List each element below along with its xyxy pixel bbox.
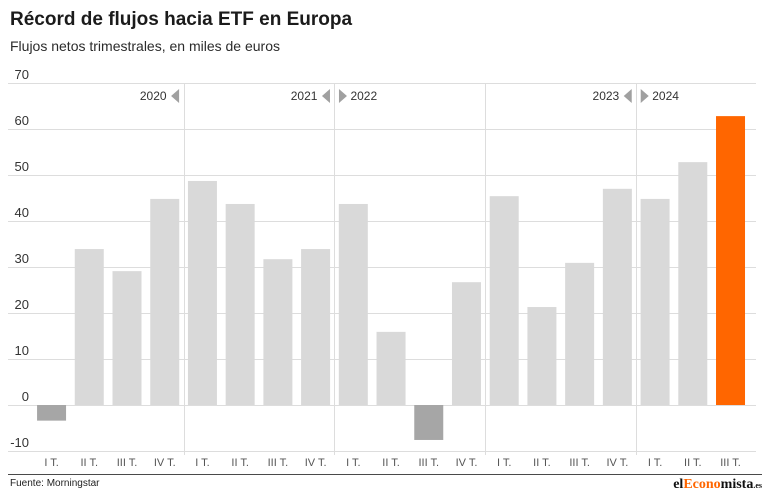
x-tick-label: I T. <box>195 457 209 469</box>
triangle-left-icon <box>171 89 180 103</box>
x-tick-label: III T. <box>268 457 289 469</box>
logo-econo: Econo <box>683 477 721 492</box>
bar <box>187 180 217 405</box>
x-tick-label: IV T. <box>606 457 628 469</box>
x-tick-label: II T. <box>81 457 99 469</box>
chart-title: Récord de flujos hacia ETF en Europa <box>10 9 353 30</box>
x-tick-label: III T. <box>117 457 138 469</box>
logo-domain: .es <box>753 481 762 490</box>
source-note: Fuente: Morningstar <box>10 478 100 489</box>
bar <box>602 188 632 405</box>
y-tick-label: 10 <box>15 343 29 358</box>
x-tick-label: III T. <box>569 457 590 469</box>
y-tick-label: 60 <box>15 113 29 128</box>
bar <box>640 198 670 405</box>
y-tick-label: 50 <box>15 159 29 174</box>
footer-divider <box>8 474 762 475</box>
bar <box>489 196 519 405</box>
x-tick-label: I T. <box>44 457 58 469</box>
logo-el: el <box>673 477 684 492</box>
x-tick-label: II T. <box>533 457 551 469</box>
bar <box>301 249 331 405</box>
y-tick-label: -10 <box>10 435 29 450</box>
y-tick-label: 20 <box>15 297 29 312</box>
year-label: 2023 <box>593 89 620 103</box>
year-label: 2024 <box>652 89 679 103</box>
bar <box>37 405 67 421</box>
x-tick-label: II T. <box>382 457 400 469</box>
y-tick-label: 0 <box>22 389 29 404</box>
x-tick-label: IV T. <box>305 457 327 469</box>
year-separators <box>184 83 637 455</box>
bars <box>37 116 746 440</box>
year-label: 2022 <box>350 89 377 103</box>
triangle-left-icon <box>623 89 632 103</box>
eleconomista-logo: elEconomista.es <box>673 477 762 494</box>
bar <box>112 271 142 405</box>
x-tick-label: IV T. <box>456 457 478 469</box>
x-tick-label: III T. <box>720 457 741 469</box>
bar <box>527 307 557 405</box>
x-axis: I T. II T. III T. IV T. I T. II T. III T. IV T.… <box>44 457 740 469</box>
chart-subtitle: Flujos netos trimestrales, en miles de e… <box>10 38 280 54</box>
bar <box>263 259 293 405</box>
triangle-right-icon <box>640 89 649 103</box>
x-tick-label: I T. <box>497 457 511 469</box>
x-tick-label: IV T. <box>154 457 176 469</box>
y-tick-label: 70 <box>15 67 29 82</box>
bar-highlighted <box>716 116 746 406</box>
bar <box>451 282 481 405</box>
y-tick-label: 40 <box>15 205 29 220</box>
x-tick-label: II T. <box>231 457 249 469</box>
bar <box>74 249 104 405</box>
year-markers: 2020 2021 2022 2023 2024 <box>140 89 679 103</box>
x-tick-label: III T. <box>418 457 439 469</box>
bar <box>225 203 255 405</box>
logo-mista: mista <box>720 477 754 492</box>
triangle-right-icon <box>338 89 347 103</box>
x-tick-label: II T. <box>684 457 702 469</box>
x-tick-label: I T. <box>648 457 662 469</box>
bar <box>376 331 406 405</box>
bar <box>414 405 444 440</box>
year-label: 2021 <box>291 89 318 103</box>
y-axis: 70 60 50 40 30 20 10 0 -10 <box>10 67 29 450</box>
bar <box>150 198 180 405</box>
year-label: 2020 <box>140 89 167 103</box>
x-tick-label: I T. <box>346 457 360 469</box>
bar <box>338 203 368 405</box>
bar <box>565 262 595 405</box>
triangle-left-icon <box>321 89 330 103</box>
bar <box>678 162 708 405</box>
y-tick-label: 30 <box>15 251 29 266</box>
